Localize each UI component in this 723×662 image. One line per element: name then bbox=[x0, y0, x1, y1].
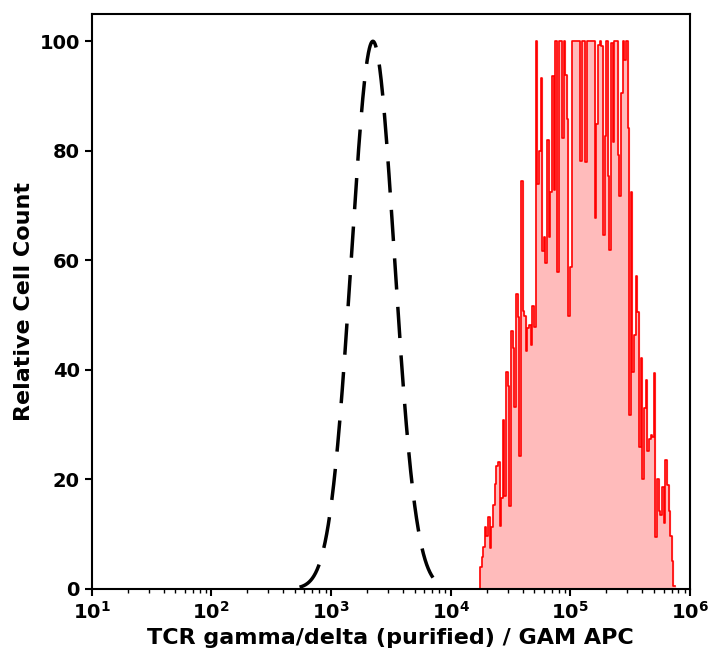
X-axis label: TCR gamma/delta (purified) / GAM APC: TCR gamma/delta (purified) / GAM APC bbox=[147, 628, 634, 648]
Y-axis label: Relative Cell Count: Relative Cell Count bbox=[14, 182, 34, 421]
